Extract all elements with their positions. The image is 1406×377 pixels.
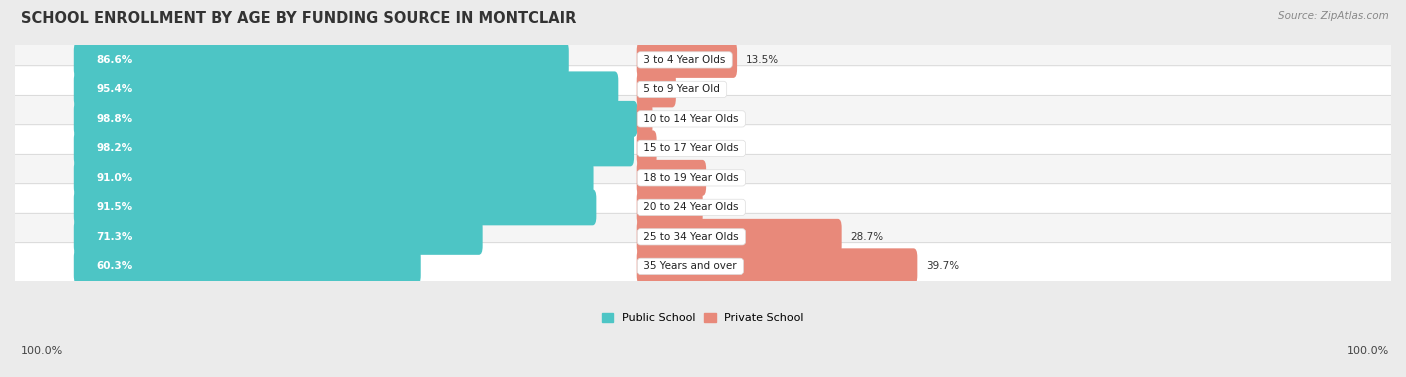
- Text: Source: ZipAtlas.com: Source: ZipAtlas.com: [1278, 11, 1389, 21]
- Text: 28.7%: 28.7%: [851, 232, 883, 242]
- Text: 5 to 9 Year Old: 5 to 9 Year Old: [641, 84, 724, 94]
- Text: 13.5%: 13.5%: [745, 55, 779, 65]
- Text: 39.7%: 39.7%: [927, 261, 959, 271]
- Text: 25 to 34 Year Olds: 25 to 34 Year Olds: [641, 232, 742, 242]
- Text: 100.0%: 100.0%: [21, 346, 63, 356]
- Legend: Public School, Private School: Public School, Private School: [598, 308, 808, 327]
- FancyBboxPatch shape: [11, 36, 1395, 83]
- Text: 71.3%: 71.3%: [96, 232, 132, 242]
- FancyBboxPatch shape: [637, 101, 652, 137]
- FancyBboxPatch shape: [11, 66, 1395, 113]
- FancyBboxPatch shape: [11, 95, 1395, 143]
- FancyBboxPatch shape: [637, 130, 657, 166]
- Text: 98.8%: 98.8%: [96, 114, 132, 124]
- Text: 4.6%: 4.6%: [685, 84, 711, 94]
- FancyBboxPatch shape: [73, 130, 634, 166]
- Text: 95.4%: 95.4%: [96, 84, 132, 94]
- Text: 35 Years and over: 35 Years and over: [641, 261, 741, 271]
- Text: 91.0%: 91.0%: [96, 173, 132, 183]
- Text: 1.8%: 1.8%: [665, 143, 692, 153]
- FancyBboxPatch shape: [73, 71, 619, 107]
- FancyBboxPatch shape: [73, 101, 637, 137]
- Text: 20 to 24 Year Olds: 20 to 24 Year Olds: [641, 202, 742, 212]
- FancyBboxPatch shape: [73, 219, 482, 255]
- FancyBboxPatch shape: [637, 71, 676, 107]
- FancyBboxPatch shape: [73, 248, 420, 284]
- Text: 3 to 4 Year Olds: 3 to 4 Year Olds: [641, 55, 730, 65]
- Text: 1.2%: 1.2%: [661, 114, 688, 124]
- Text: 9.0%: 9.0%: [714, 173, 741, 183]
- FancyBboxPatch shape: [637, 219, 842, 255]
- Text: 60.3%: 60.3%: [96, 261, 132, 271]
- FancyBboxPatch shape: [11, 184, 1395, 231]
- Text: 100.0%: 100.0%: [1347, 346, 1389, 356]
- FancyBboxPatch shape: [11, 243, 1395, 290]
- Text: 15 to 17 Year Olds: 15 to 17 Year Olds: [641, 143, 742, 153]
- Text: 10 to 14 Year Olds: 10 to 14 Year Olds: [641, 114, 742, 124]
- FancyBboxPatch shape: [73, 189, 596, 225]
- Text: 8.5%: 8.5%: [711, 202, 738, 212]
- FancyBboxPatch shape: [11, 154, 1395, 201]
- Text: 18 to 19 Year Olds: 18 to 19 Year Olds: [641, 173, 742, 183]
- FancyBboxPatch shape: [637, 160, 706, 196]
- Text: 86.6%: 86.6%: [96, 55, 132, 65]
- Text: SCHOOL ENROLLMENT BY AGE BY FUNDING SOURCE IN MONTCLAIR: SCHOOL ENROLLMENT BY AGE BY FUNDING SOUR…: [21, 11, 576, 26]
- FancyBboxPatch shape: [11, 213, 1395, 261]
- FancyBboxPatch shape: [11, 125, 1395, 172]
- FancyBboxPatch shape: [73, 160, 593, 196]
- Text: 91.5%: 91.5%: [96, 202, 132, 212]
- FancyBboxPatch shape: [637, 248, 917, 284]
- FancyBboxPatch shape: [637, 189, 703, 225]
- FancyBboxPatch shape: [637, 42, 737, 78]
- Text: 98.2%: 98.2%: [96, 143, 132, 153]
- FancyBboxPatch shape: [73, 42, 569, 78]
